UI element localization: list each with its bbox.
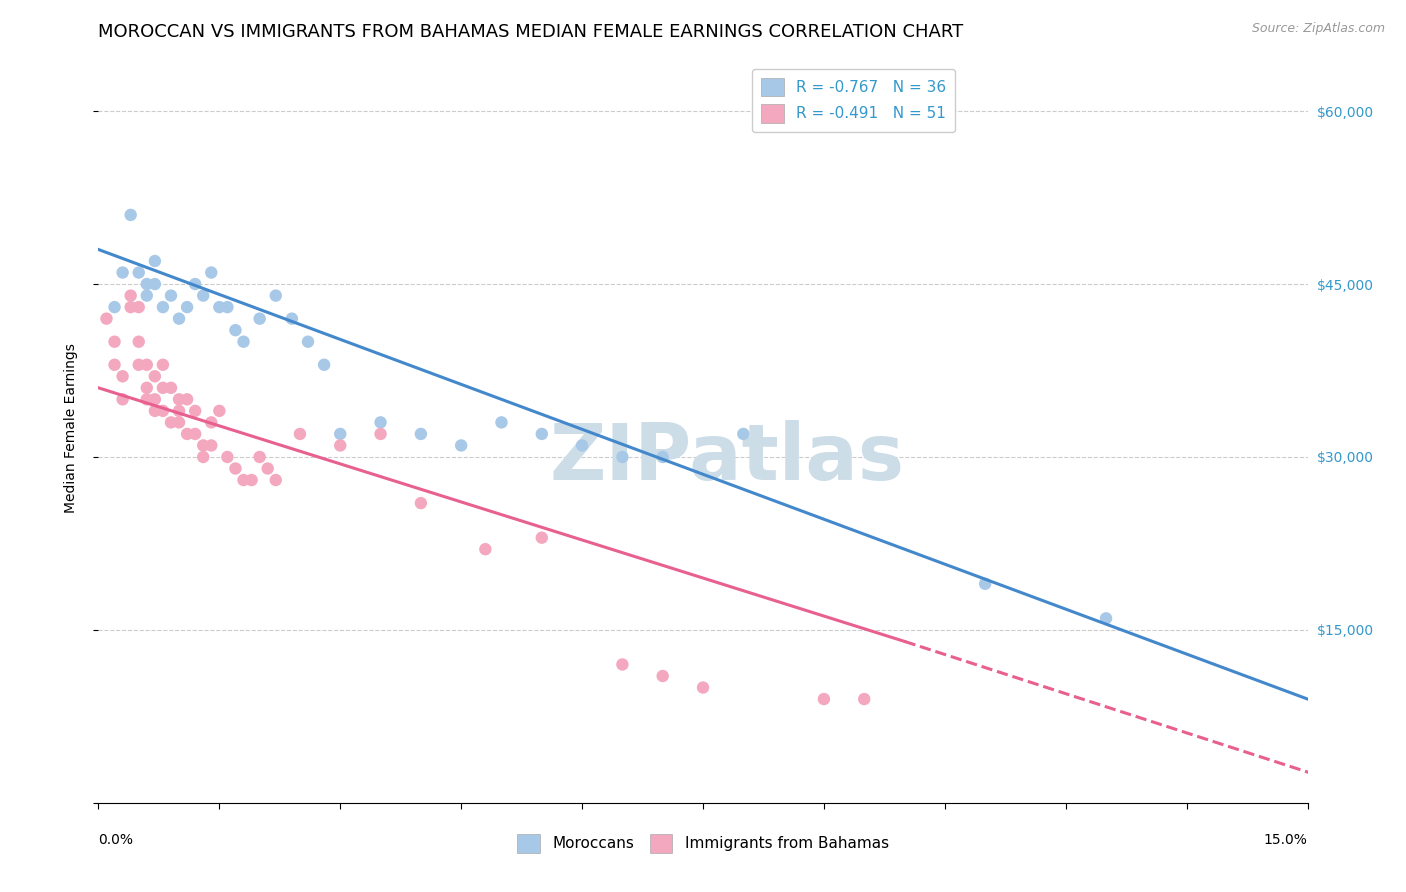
Point (143, 392, 166, 407)
Point (329, 426, 352, 441)
Point (135, 358, 157, 372)
Point (264, 288, 287, 302)
Point (612, 657, 634, 672)
Point (193, 450, 215, 464)
Point (571, 438, 593, 452)
Point (176, 300, 198, 314)
Point (135, 392, 157, 407)
Point (128, 266, 150, 280)
Point (224, 323, 246, 337)
Point (143, 369, 166, 384)
Point (103, 300, 125, 314)
Point (167, 311, 190, 326)
Point (232, 334, 254, 349)
Point (224, 461, 246, 475)
Point (184, 426, 207, 441)
Point (160, 381, 183, 395)
Point (733, 426, 755, 441)
Point (530, 426, 553, 441)
Point (491, 416, 513, 430)
Legend: Moroccans, Immigrants from Bahamas: Moroccans, Immigrants from Bahamas (512, 828, 894, 859)
Point (409, 496, 432, 510)
Text: 15.0%: 15.0% (1264, 833, 1308, 847)
Point (208, 404, 231, 418)
Point (167, 392, 190, 407)
Point (264, 473, 287, 487)
Point (143, 254, 166, 268)
Point (135, 277, 157, 291)
Point (450, 438, 472, 452)
Point (249, 311, 271, 326)
Point (200, 438, 222, 452)
Point (176, 426, 198, 441)
Point (240, 473, 263, 487)
Point (612, 450, 634, 464)
Point (208, 300, 231, 314)
Point (111, 266, 134, 280)
Point (152, 300, 174, 314)
Text: ZIPatlas: ZIPatlas (550, 420, 904, 496)
Point (120, 300, 142, 314)
Point (193, 438, 215, 452)
Point (249, 450, 271, 464)
Point (974, 576, 997, 591)
Point (160, 288, 183, 302)
Point (184, 404, 207, 418)
Point (103, 358, 125, 372)
Point (193, 288, 215, 302)
Point (167, 404, 190, 418)
Point (96, 311, 118, 326)
Point (160, 416, 183, 430)
Point (329, 438, 352, 452)
Point (853, 692, 876, 706)
Point (256, 461, 278, 475)
Point (152, 404, 174, 418)
Text: MOROCCAN VS IMMIGRANTS FROM BAHAMAS MEDIAN FEMALE EARNINGS CORRELATION CHART: MOROCCAN VS IMMIGRANTS FROM BAHAMAS MEDI… (98, 23, 963, 41)
Point (692, 681, 714, 695)
Point (135, 288, 157, 302)
Point (120, 288, 142, 302)
Point (409, 426, 432, 441)
Point (288, 426, 311, 441)
Point (297, 334, 319, 349)
Point (103, 334, 125, 349)
Text: 0.0%: 0.0% (98, 833, 134, 847)
Point (128, 300, 150, 314)
Point (143, 404, 166, 418)
Point (314, 358, 336, 372)
Point (111, 369, 134, 384)
Point (111, 392, 134, 407)
Point (120, 208, 142, 222)
Point (152, 381, 174, 395)
Y-axis label: Median Female Earnings: Median Female Earnings (63, 343, 77, 513)
Point (200, 266, 222, 280)
Point (135, 381, 157, 395)
Point (167, 416, 190, 430)
Point (176, 392, 198, 407)
Point (281, 311, 304, 326)
Point (128, 334, 150, 349)
Point (813, 692, 835, 706)
Point (200, 416, 222, 430)
Point (184, 277, 207, 291)
Point (232, 473, 254, 487)
Point (474, 542, 496, 557)
Point (152, 358, 174, 372)
Point (217, 300, 239, 314)
Text: Source: ZipAtlas.com: Source: ZipAtlas.com (1251, 22, 1385, 36)
Point (143, 277, 166, 291)
Point (370, 426, 392, 441)
Point (651, 669, 673, 683)
Point (1095, 611, 1118, 625)
Point (530, 531, 553, 545)
Point (370, 416, 392, 430)
Point (217, 450, 239, 464)
Point (651, 450, 673, 464)
Point (128, 358, 150, 372)
